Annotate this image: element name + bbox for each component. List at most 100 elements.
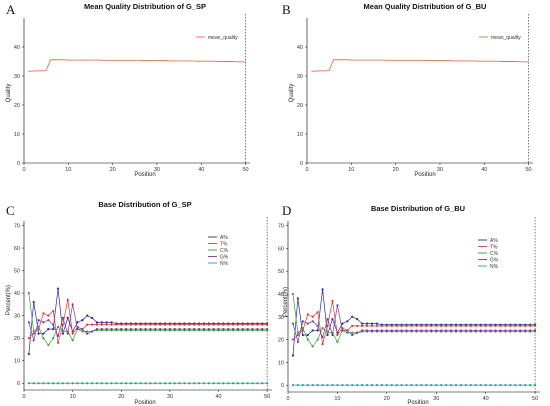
data-point xyxy=(100,323,103,326)
data-point xyxy=(42,332,45,335)
data-point xyxy=(365,322,369,325)
data-point xyxy=(469,324,472,327)
y-axis-title: Percent(%) xyxy=(6,285,12,315)
data-point xyxy=(56,325,60,329)
data-point xyxy=(331,384,334,387)
data-point xyxy=(212,323,215,326)
data-point xyxy=(149,323,152,326)
data-point xyxy=(504,384,507,387)
y-tick-label: 20 xyxy=(14,103,20,109)
data-point xyxy=(494,329,497,332)
data-point xyxy=(494,384,497,387)
data-point xyxy=(449,329,453,332)
data-point xyxy=(90,330,94,333)
data-point xyxy=(365,329,369,332)
x-tick-label: 10 xyxy=(70,394,76,400)
series-line-a xyxy=(292,289,536,356)
data-point xyxy=(86,314,89,317)
y-tick-label: 40 xyxy=(14,45,20,51)
data-point xyxy=(202,382,206,385)
data-point xyxy=(231,382,235,385)
data-point xyxy=(375,322,379,325)
data-point xyxy=(336,384,339,387)
data-point xyxy=(139,382,142,385)
x-tick-label: 10 xyxy=(348,167,354,173)
data-point xyxy=(430,384,433,387)
data-point xyxy=(519,324,522,327)
data-point xyxy=(52,337,55,340)
data-point xyxy=(425,329,428,332)
y-tick-label: 10 xyxy=(14,359,20,365)
data-point xyxy=(197,323,201,326)
data-point xyxy=(76,321,79,324)
data-point xyxy=(464,324,467,327)
data-point xyxy=(231,328,235,331)
data-point xyxy=(115,382,118,385)
panel-letter: A xyxy=(6,2,16,17)
data-point xyxy=(326,331,329,334)
data-point xyxy=(129,382,133,385)
data-point xyxy=(42,382,45,385)
data-point xyxy=(311,345,314,348)
data-point xyxy=(129,323,133,326)
x-tick-label: 50 xyxy=(264,394,270,400)
data-point xyxy=(125,328,128,331)
data-point xyxy=(66,332,69,335)
x-tick-label: 10 xyxy=(65,167,71,173)
data-point xyxy=(212,328,215,331)
data-point xyxy=(296,384,299,387)
data-point xyxy=(519,329,522,332)
data-point xyxy=(134,382,137,385)
data-point xyxy=(326,384,329,387)
data-point xyxy=(514,384,517,387)
data-point xyxy=(341,384,344,387)
x-tick-label: 0 xyxy=(286,396,289,402)
data-point xyxy=(47,314,50,317)
data-point xyxy=(261,382,264,385)
data-point xyxy=(95,323,99,326)
data-point xyxy=(311,329,314,332)
data-point xyxy=(222,328,225,331)
data-point xyxy=(95,321,99,324)
data-point xyxy=(326,324,329,327)
data-point xyxy=(321,288,324,291)
y-tick-label: 20 xyxy=(278,338,284,344)
data-point xyxy=(95,328,99,331)
legend-label: N% xyxy=(490,264,499,270)
data-point xyxy=(149,328,152,331)
data-point xyxy=(479,329,482,332)
x-tick-label: 0 xyxy=(22,394,25,400)
data-point xyxy=(410,324,413,327)
data-point xyxy=(504,329,507,332)
data-point xyxy=(246,328,249,331)
data-point xyxy=(464,384,467,387)
data-point xyxy=(306,384,309,387)
data-point xyxy=(296,297,299,300)
legend-label: T% xyxy=(220,241,228,247)
data-point xyxy=(246,382,249,385)
data-point xyxy=(193,382,196,385)
legend-label: N% xyxy=(220,261,229,267)
x-tick-label: 40 xyxy=(481,167,487,173)
data-point xyxy=(42,312,45,315)
data-point xyxy=(47,328,50,331)
y-tick-label: 40 xyxy=(14,291,20,297)
data-point xyxy=(212,382,215,385)
data-point xyxy=(430,329,433,332)
data-point xyxy=(306,313,309,316)
data-point xyxy=(524,384,527,387)
data-point xyxy=(66,298,69,301)
data-point xyxy=(341,322,344,325)
data-point xyxy=(321,384,324,387)
panel-letter: C xyxy=(6,203,15,218)
x-axis-title: Position xyxy=(134,400,155,406)
data-point xyxy=(61,323,65,326)
chart-title: Mean Quality Distribution of G_SP xyxy=(84,2,206,11)
y-axis-title: Quality xyxy=(6,84,12,103)
y-tick-label: 20 xyxy=(297,103,303,109)
data-point xyxy=(178,328,181,331)
data-point xyxy=(415,324,418,327)
data-point xyxy=(76,328,79,331)
data-point xyxy=(144,323,147,326)
data-point xyxy=(207,323,210,326)
